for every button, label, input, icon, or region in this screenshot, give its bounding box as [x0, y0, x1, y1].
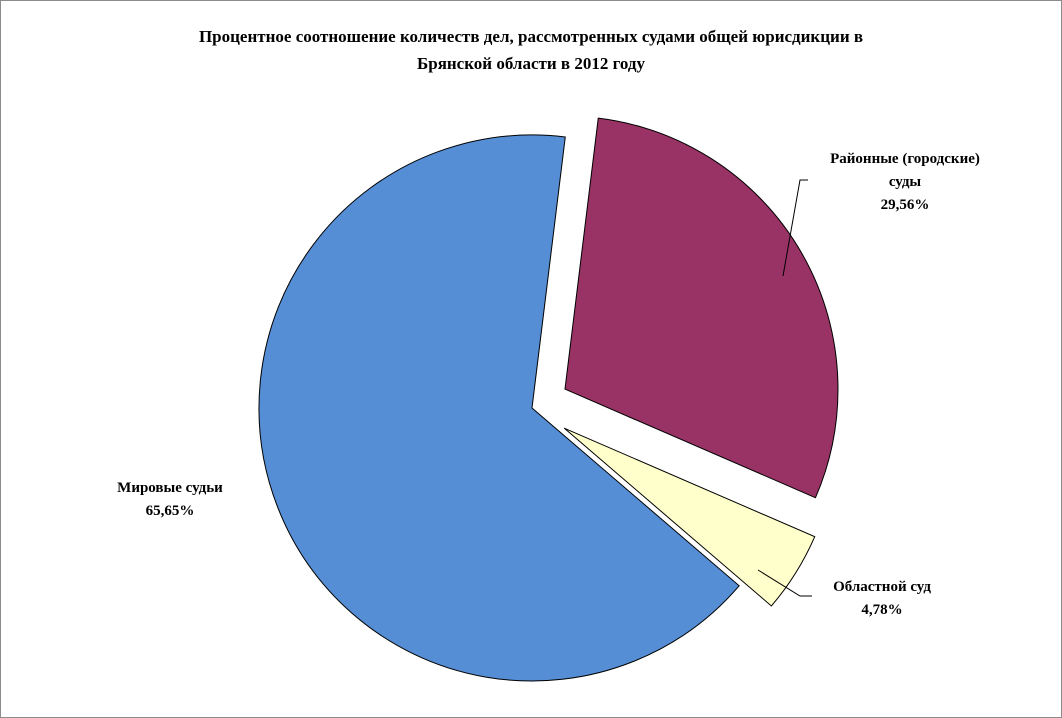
data-label-rayonnye-name-2: суды	[889, 174, 922, 190]
data-label-rayonnye-name-1: Районные (городские)	[830, 151, 980, 167]
leader-line-oblastnoy	[757, 569, 812, 597]
slice-oblastnoy	[563, 427, 816, 607]
chart-title: Процентное соотношение количеств дел, ра…	[111, 23, 951, 77]
data-label-oblastnoy-value: 4,78%	[861, 602, 902, 618]
chart-title-line-2: Брянской области в 2012 году	[417, 54, 645, 73]
pie-slices	[258, 117, 839, 682]
data-labels: Районные (городские) суды 29,56% Областн…	[117, 151, 980, 618]
data-label-oblastnoy-name: Областной суд	[833, 579, 931, 595]
data-label-mirovye-value: 65,65%	[146, 503, 195, 519]
leader-line-rayonnye	[782, 179, 808, 277]
slice-rayonnye	[564, 117, 839, 499]
data-label-mirovye-name: Мировые судьи	[117, 480, 223, 496]
data-label-rayonnye-value: 29,56%	[881, 197, 930, 213]
leader-lines	[757, 179, 812, 597]
chart-title-line-1: Процентное соотношение количеств дел, ра…	[198, 27, 864, 46]
slice-mirovye	[258, 134, 740, 682]
